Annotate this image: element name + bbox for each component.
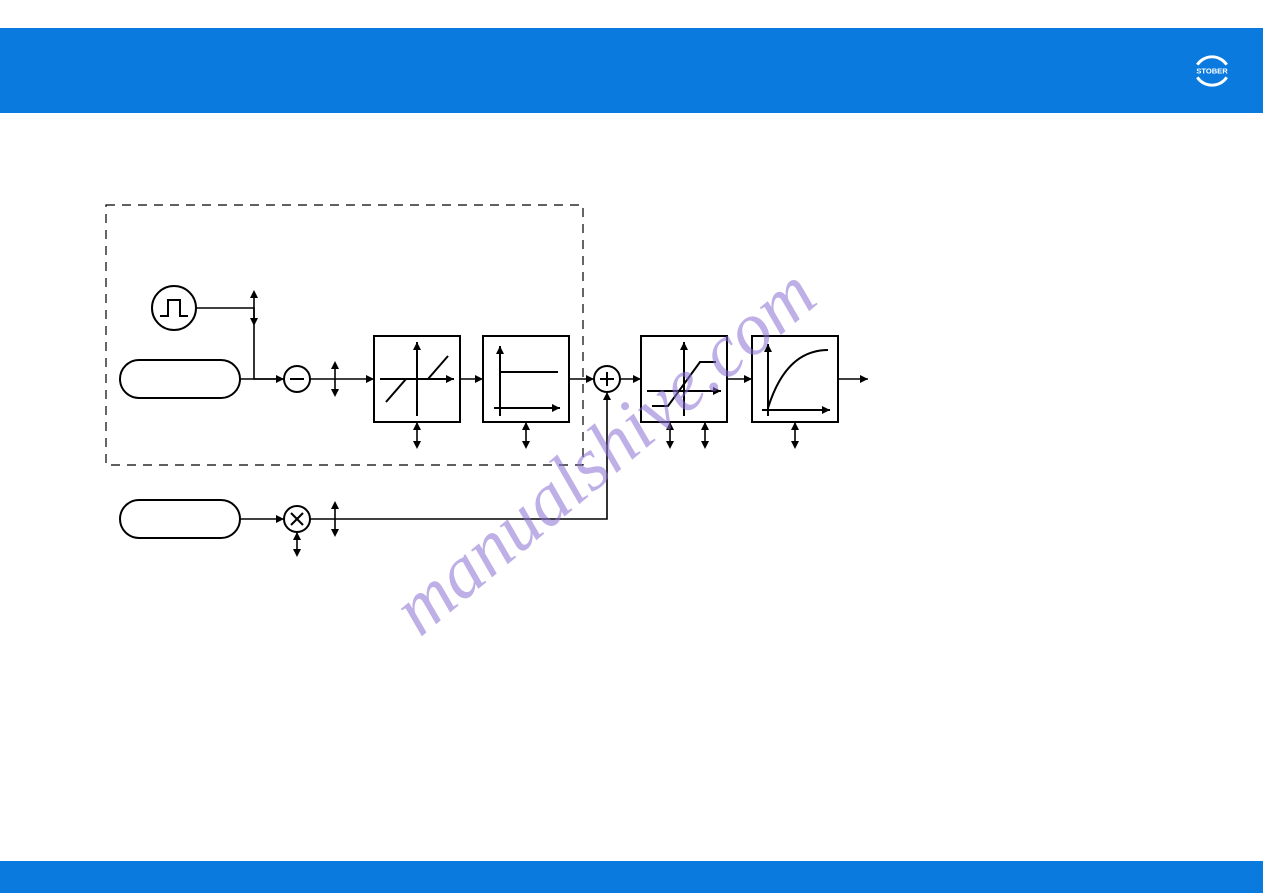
pulse-source — [152, 286, 196, 330]
saturation-block — [641, 336, 727, 422]
stober-logo: STOBER — [1191, 50, 1233, 92]
deadband-block — [374, 336, 460, 422]
control-diagram — [0, 150, 1263, 750]
footer-bar — [0, 861, 1263, 893]
multiply-junction — [284, 506, 310, 532]
summing-junction-2 — [594, 366, 620, 392]
logo-text: STOBER — [1196, 66, 1228, 75]
header-bar: STOBER — [0, 28, 1263, 113]
input-source-2 — [120, 500, 240, 538]
param-arrows — [250, 290, 799, 557]
hold-block — [483, 336, 569, 422]
summing-junction-1 — [284, 366, 310, 392]
input-source-1 — [120, 360, 240, 398]
curve-block — [752, 336, 838, 422]
